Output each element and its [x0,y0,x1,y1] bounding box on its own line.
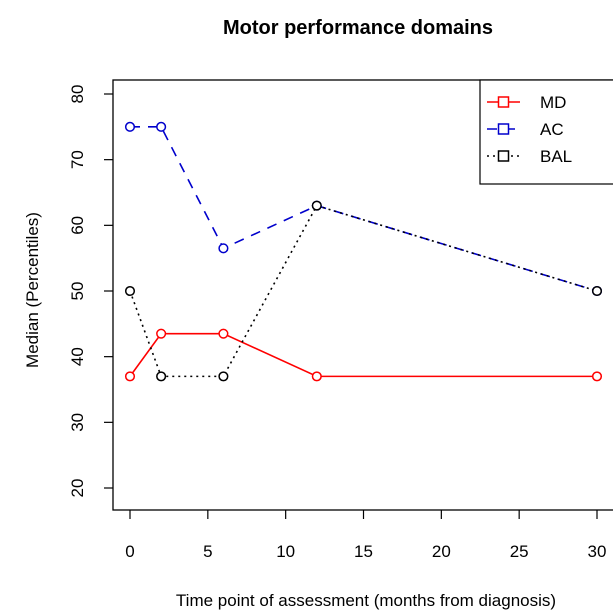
data-point-md [591,371,603,382]
x-axis-label: Time point of assessment (months from di… [176,591,556,610]
legend-marker-swatch [497,150,510,162]
data-point-md [311,371,322,382]
legend-item-ac: AC [487,120,564,139]
series-line-bal [129,204,598,378]
legend-item-md: MD [487,93,566,112]
data-point-bal [124,285,136,297]
legend-label: MD [540,93,566,112]
y-tick-label: 60 [68,216,87,235]
y-tick-label: 50 [68,282,87,301]
data-point-ac [156,121,167,132]
y-tick-label: 40 [68,347,87,366]
legend-marker-swatch [497,96,510,108]
x-tick-label: 20 [432,542,451,561]
data-point-bal [218,371,229,382]
data-point-md [124,371,136,382]
x-tick-label: 15 [354,542,373,561]
legend-marker-swatch [497,123,510,135]
series-bal [124,200,603,382]
legend: MD AC BAL [479,79,613,185]
data-point-bal [156,371,167,382]
series-md [124,328,603,382]
y-tick-label: 70 [68,150,87,169]
x-tick-label: 30 [588,542,607,561]
legend-label: BAL [540,147,572,166]
y-tick-label: 20 [68,479,87,498]
legend-label: AC [540,120,564,139]
data-point-ac [124,121,136,132]
y-tick-label: 80 [68,85,87,104]
data-point-md [218,328,229,339]
x-tick-label: 10 [276,542,295,561]
y-tick-label: 30 [68,413,87,432]
x-tick-label: 25 [510,542,529,561]
data-point-md [156,328,167,339]
legend-item-bal: BAL [487,147,572,166]
chart-title: Motor performance domains [223,17,493,39]
data-point-ac [218,243,229,254]
plot-area: 0 5 10 15 20 25 30 20 30 40 50 60 70 80 [68,79,613,561]
x-tick-label: 0 [125,542,134,561]
series-line-md [129,332,597,378]
data-point-bal [591,285,603,297]
y-axis-label: Median (Percentiles) [23,212,42,368]
data-point-bal [311,200,322,211]
x-tick-label: 5 [203,542,212,561]
